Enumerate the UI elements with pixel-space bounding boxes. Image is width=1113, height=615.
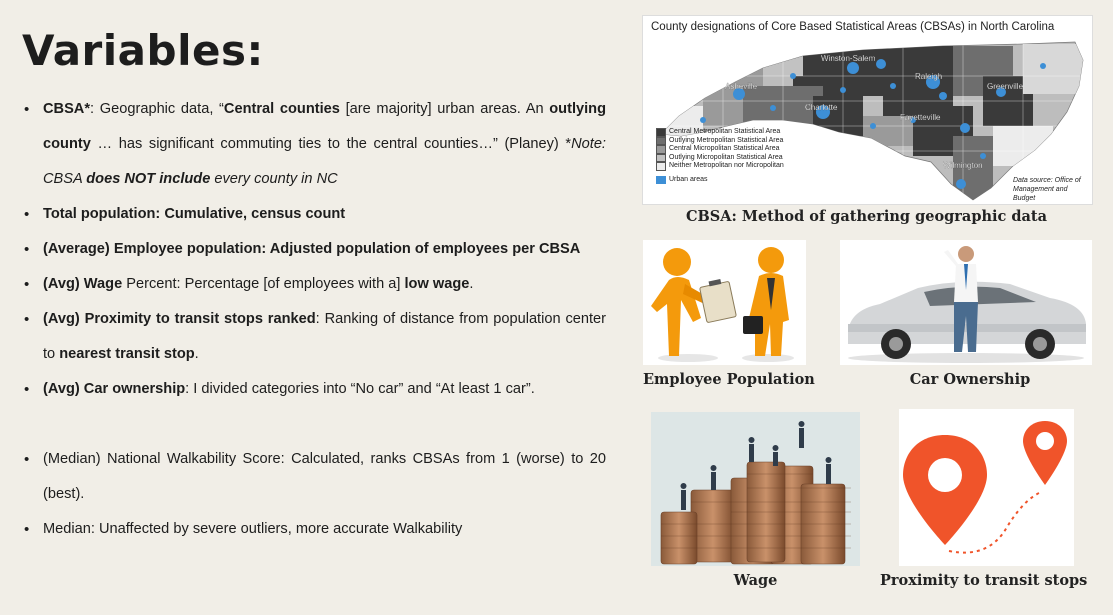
legend-swatch [656,162,666,171]
slide-title: Variables: [22,26,264,75]
variable-bullet: Total population: Cumulative, census cou… [22,197,606,232]
legend-label: Urban areas [669,176,708,184]
variable-bullet: (Avg) Car ownership: I divided categorie… [22,372,606,407]
bullet-text: : I divided categories into “No car” and… [185,381,535,397]
legend-swatch [656,128,666,137]
variable-bullet: CBSA*: Geographic data, “Central countie… [22,92,606,197]
bullet-text: Percent: Percentage [of employees with a… [122,276,404,292]
map-pin-icon [899,409,1074,566]
city-label: Greenville [987,82,1024,91]
caption-car: Car Ownership [880,371,1060,388]
wage-image [651,412,860,566]
legend-label: Outlying Micropolitan Statistical Area [669,154,783,162]
city-label: Charlotte [805,103,838,112]
legend-item: Outlying Micropolitan Statistical Area [656,154,784,163]
bullet-text: : Geographic data, “ [90,101,224,117]
legend-item: Central Micropolitan Statistical Area [656,145,784,154]
caption-wage: Wage [651,572,860,589]
legend-swatch [656,176,666,185]
coins-illustration [651,412,860,566]
city-label: Winston-Salem [821,54,876,63]
bullet-text: does NOT include [86,171,210,187]
bullet-text: low wage [405,276,470,292]
bullet-text: (Avg) Car ownership [43,381,185,397]
legend-swatch [656,137,666,146]
legend-swatch [656,154,666,163]
bullet-text: nearest transit stop [59,346,194,362]
legend-swatch [656,145,666,154]
employee-image [643,240,806,365]
legend-label: Central Metropolitan Statistical Area [669,128,780,136]
car-illustration [840,240,1092,365]
map-source: Data source: Office of Management and Bu… [1013,176,1091,203]
bullet-text: . [195,346,199,362]
city-label: Fayetteville [900,113,941,122]
bullet-text: (Avg) Proximity to transit stops ranked [43,311,316,327]
variable-bullet: (Average) Employee population: Adjusted … [22,232,606,267]
variables-list: CBSA*: Geographic data, “Central countie… [22,92,606,547]
legend-label: Outlying Metropolitan Statistical Area [669,137,783,145]
variable-bullet: (Avg) Wage Percent: Percentage [of emplo… [22,267,606,302]
city-label: Wilmington [943,161,983,170]
bullet-text: Median: Unaffected by severe outliers, m… [43,521,462,537]
legend-label: Neither Metropolitan nor Micropolitan [669,162,784,170]
bullet-text: CBSA* [43,101,90,117]
bullet-text: Total population: Cumulative, census cou… [43,206,345,222]
legend-item: Central Metropolitan Statistical Area [656,128,784,137]
legend-item: Outlying Metropolitan Statistical Area [656,137,784,146]
variable-bullet: (Avg) Proximity to transit stops ranked:… [22,302,606,372]
bullet-text: . [469,276,473,292]
bullet-text: every county in NC [210,171,337,187]
bullet-text: (Avg) Wage [43,276,122,292]
map-legend: Central Metropolitan Statistical Area Out… [656,128,784,184]
variable-bullet: (Median) National Walkability Score: Cal… [22,442,606,512]
bullet-text: Central counties [224,101,340,117]
variable-bullet: Median: Unaffected by severe outliers, m… [22,512,606,547]
bullet-text: (Median) National Walkability Score: Cal… [43,451,606,502]
bullet-text: … has significant commuting ties to the … [91,136,571,152]
legend-label: Central Micropolitan Statistical Area [669,145,780,153]
car-image [840,240,1092,365]
transit-image [899,409,1074,566]
city-label: Raleigh [915,72,942,81]
bullet-text: (Average) Employee population: Adjusted … [43,241,580,257]
bullet-text: [are majority] urban areas. An [340,101,549,117]
city-label: Asheville [725,82,758,91]
caption-transit: Proximity to transit stops [880,572,1087,589]
employees-illustration [643,240,806,365]
cbsa-map: County designations of Core Based Statis… [642,15,1093,205]
legend-item-urban: Urban areas [656,176,784,185]
caption-employee: Employee Population [643,371,795,388]
caption-map: CBSA: Method of gathering geographic dat… [642,208,1091,225]
legend-item: Neither Metropolitan nor Micropolitan [656,162,784,171]
